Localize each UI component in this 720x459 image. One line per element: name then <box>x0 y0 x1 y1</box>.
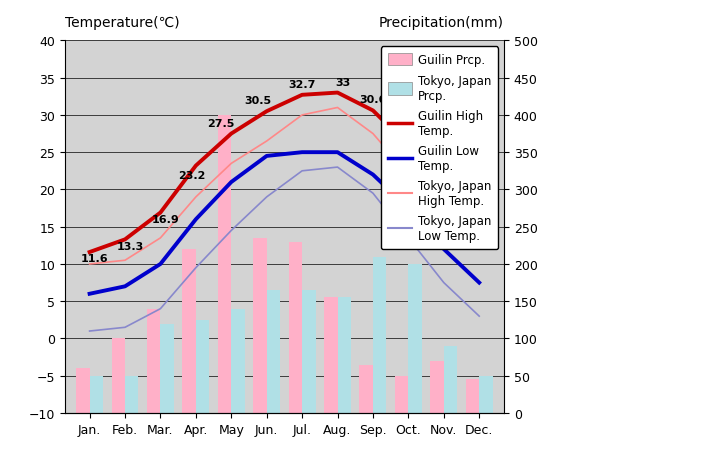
Bar <box>431 361 444 413</box>
Text: 13.3: 13.3 <box>117 241 144 251</box>
Tokyo, Japan Low Temp. <box>121 325 130 330</box>
Bar <box>196 320 210 413</box>
Tokyo, Japan Low Temp. <box>192 265 200 271</box>
Guilin High Temp. <box>262 109 271 115</box>
Text: 16.9: 16.9 <box>152 214 179 224</box>
Line: Guilin Low Temp.: Guilin Low Temp. <box>89 153 480 294</box>
Bar <box>338 298 351 413</box>
Text: 27.5: 27.5 <box>207 118 234 129</box>
Guilin Low Temp. <box>439 247 448 252</box>
Tokyo, Japan High Temp. <box>439 213 448 219</box>
Guilin High Temp. <box>85 250 94 255</box>
Tokyo, Japan Low Temp. <box>333 165 342 170</box>
Tokyo, Japan High Temp. <box>227 161 235 167</box>
Guilin Low Temp. <box>369 173 377 178</box>
Tokyo, Japan Low Temp. <box>156 306 165 312</box>
Tokyo, Japan High Temp. <box>192 195 200 200</box>
Text: Temperature(℃): Temperature(℃) <box>65 16 179 30</box>
Bar <box>89 376 103 413</box>
Guilin Low Temp. <box>404 206 413 211</box>
Text: 20.5: 20.5 <box>430 170 457 180</box>
Guilin Low Temp. <box>298 150 307 156</box>
Text: 23.2: 23.2 <box>179 171 206 181</box>
Tokyo, Japan High Temp. <box>298 113 307 118</box>
Guilin High Temp. <box>404 143 413 149</box>
Guilin Low Temp. <box>475 280 484 285</box>
Text: 25.9: 25.9 <box>398 130 426 140</box>
Tokyo, Japan High Temp. <box>475 247 484 252</box>
Bar <box>359 365 373 413</box>
Guilin Low Temp. <box>227 180 235 185</box>
Bar <box>395 376 408 413</box>
Tokyo, Japan High Temp. <box>121 258 130 263</box>
Guilin Low Temp. <box>85 291 94 297</box>
Bar <box>147 309 161 413</box>
Guilin High Temp. <box>439 184 448 189</box>
Tokyo, Japan High Temp. <box>262 139 271 145</box>
Bar <box>253 238 266 413</box>
Text: 15.2: 15.2 <box>469 210 496 220</box>
Bar <box>266 291 280 413</box>
Guilin Low Temp. <box>156 262 165 267</box>
Text: 30.5: 30.5 <box>244 96 271 106</box>
Bar <box>302 291 315 413</box>
Guilin High Temp. <box>369 108 377 114</box>
Bar <box>125 376 138 413</box>
Bar <box>218 116 231 413</box>
Tokyo, Japan Low Temp. <box>369 191 377 196</box>
Tokyo, Japan Low Temp. <box>85 329 94 334</box>
Bar <box>444 346 457 413</box>
Tokyo, Japan High Temp. <box>404 173 413 178</box>
Tokyo, Japan High Temp. <box>85 262 94 267</box>
Tokyo, Japan Low Temp. <box>262 195 271 200</box>
Text: 11.6: 11.6 <box>81 254 109 263</box>
Tokyo, Japan Low Temp. <box>227 228 235 234</box>
Tokyo, Japan High Temp. <box>156 235 165 241</box>
Bar <box>480 376 492 413</box>
Text: 33: 33 <box>336 78 351 87</box>
Line: Tokyo, Japan Low Temp.: Tokyo, Japan Low Temp. <box>89 168 480 331</box>
Tokyo, Japan High Temp. <box>369 131 377 137</box>
Bar <box>182 250 196 413</box>
Tokyo, Japan Low Temp. <box>475 313 484 319</box>
Guilin High Temp. <box>192 163 200 169</box>
Tokyo, Japan Low Temp. <box>404 235 413 241</box>
Legend: Guilin Prcp., Tokyo, Japan
Prcp., Guilin High
Temp., Guilin Low
Temp., Tokyo, Ja: Guilin Prcp., Tokyo, Japan Prcp., Guilin… <box>381 47 498 249</box>
Guilin High Temp. <box>227 131 235 137</box>
Bar <box>161 324 174 413</box>
Bar <box>112 339 125 413</box>
Bar <box>76 369 89 413</box>
Tokyo, Japan Low Temp. <box>298 168 307 174</box>
Guilin High Temp. <box>121 237 130 243</box>
Bar <box>408 264 422 413</box>
Line: Guilin High Temp.: Guilin High Temp. <box>89 93 480 252</box>
Bar <box>231 309 245 413</box>
Line: Tokyo, Japan High Temp.: Tokyo, Japan High Temp. <box>89 108 480 264</box>
Tokyo, Japan High Temp. <box>333 106 342 111</box>
Guilin Low Temp. <box>192 217 200 223</box>
Guilin High Temp. <box>333 90 342 96</box>
Bar <box>289 242 302 413</box>
Guilin Low Temp. <box>333 150 342 156</box>
Bar <box>466 380 480 413</box>
Text: Precipitation(mm): Precipitation(mm) <box>379 16 504 30</box>
Guilin High Temp. <box>156 210 165 216</box>
Text: 32.7: 32.7 <box>289 80 316 90</box>
Guilin High Temp. <box>475 223 484 229</box>
Guilin Low Temp. <box>121 284 130 290</box>
Guilin Low Temp. <box>262 154 271 159</box>
Text: 30.6: 30.6 <box>359 95 387 105</box>
Bar <box>324 298 338 413</box>
Bar <box>373 257 387 413</box>
Guilin High Temp. <box>298 93 307 98</box>
Tokyo, Japan Low Temp. <box>439 280 448 285</box>
